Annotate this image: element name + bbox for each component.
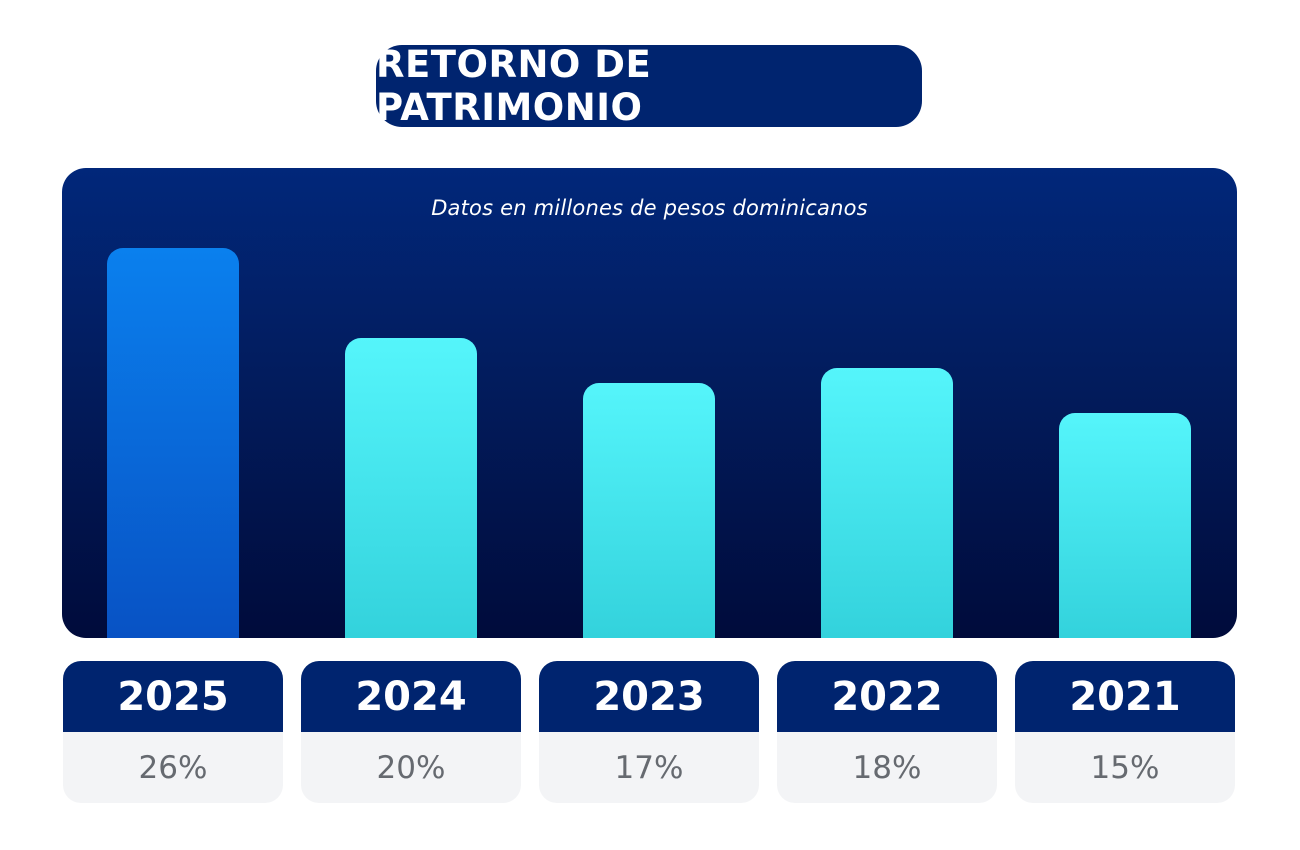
category-label: 2023 — [539, 661, 759, 732]
bar-2024 — [345, 338, 477, 638]
year-card-2024: 2024 20% — [301, 661, 521, 803]
bar-2021 — [1059, 413, 1191, 638]
year-card-2025: 2025 26% — [63, 661, 283, 803]
value-label: 17% — [614, 749, 684, 786]
chart-panel: Datos en millones de pesos dominicanos — [62, 168, 1237, 638]
year-card-2021: 2021 15% — [1015, 661, 1235, 803]
value-label: 18% — [852, 749, 922, 786]
value-label: 20% — [376, 749, 446, 786]
chart-subtitle: Datos en millones de pesos dominicanos — [431, 196, 868, 220]
category-label: 2021 — [1015, 661, 1235, 732]
category-label: 2022 — [777, 661, 997, 732]
year-card-2023: 2023 17% — [539, 661, 759, 803]
value-label: 26% — [138, 749, 208, 786]
value-label: 15% — [1090, 749, 1160, 786]
bar-2023 — [583, 383, 715, 638]
year-card-2022: 2022 18% — [777, 661, 997, 803]
category-label: 2025 — [63, 661, 283, 732]
bar-2022 — [821, 368, 953, 638]
chart-title: RETORNO DE PATRIMONIO — [376, 43, 922, 129]
category-label: 2024 — [301, 661, 521, 732]
bar-2025 — [107, 248, 239, 638]
